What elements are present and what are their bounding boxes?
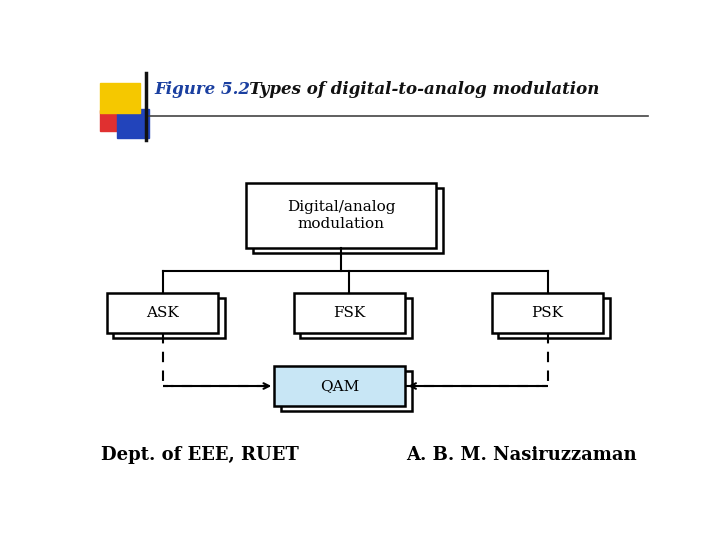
Bar [100,83,140,113]
Bar [274,366,405,406]
Text: FSK: FSK [333,306,366,320]
Bar [107,294,218,333]
Bar [100,110,127,131]
Bar [246,183,436,248]
Bar [300,299,412,338]
Text: Dept. of EEE, RUET: Dept. of EEE, RUET [101,446,299,464]
Text: Figure 5.2: Figure 5.2 [154,81,250,98]
Text: PSK: PSK [531,306,564,320]
Bar [498,299,610,338]
Text: Digital/analog
modulation: Digital/analog modulation [287,200,395,231]
Bar [492,294,603,333]
Text: Types of digital-to-analog modulation: Types of digital-to-analog modulation [233,81,600,98]
Bar [294,294,405,333]
Text: QAM: QAM [320,379,359,393]
Text: A. B. M. Nasiruzzaman: A. B. M. Nasiruzzaman [406,446,637,464]
Bar [281,371,412,411]
Bar [117,109,149,138]
Bar [114,299,225,338]
Bar [253,188,443,253]
Text: ASK: ASK [146,306,179,320]
